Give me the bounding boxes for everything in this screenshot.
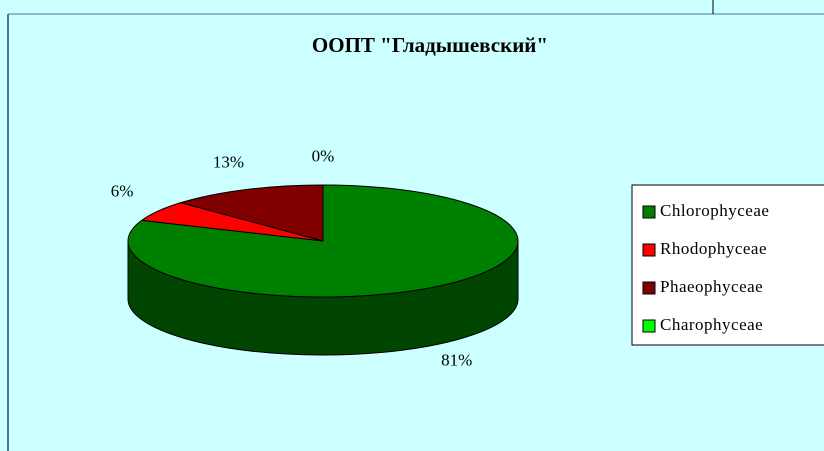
legend-box: [631, 184, 824, 346]
legend-swatch: [642, 319, 656, 333]
legend-swatch: [642, 243, 656, 257]
data-label: 0%: [312, 146, 335, 165]
data-label: 81%: [441, 350, 472, 369]
legend-swatch: [642, 281, 656, 295]
legend-label: Chlorophyceae: [660, 201, 769, 220]
legend-label: Phaeophyceae: [660, 277, 763, 296]
pie-slice: [179, 184, 324, 242]
legend-swatch: [642, 205, 656, 219]
legend-label: Rhodophyceae: [660, 239, 767, 258]
data-label: 6%: [111, 181, 134, 200]
data-label: 13%: [213, 153, 244, 172]
legend-label: Charophyceae: [660, 315, 763, 334]
chart-title: ООПТ "Гладышевский": [312, 33, 548, 57]
